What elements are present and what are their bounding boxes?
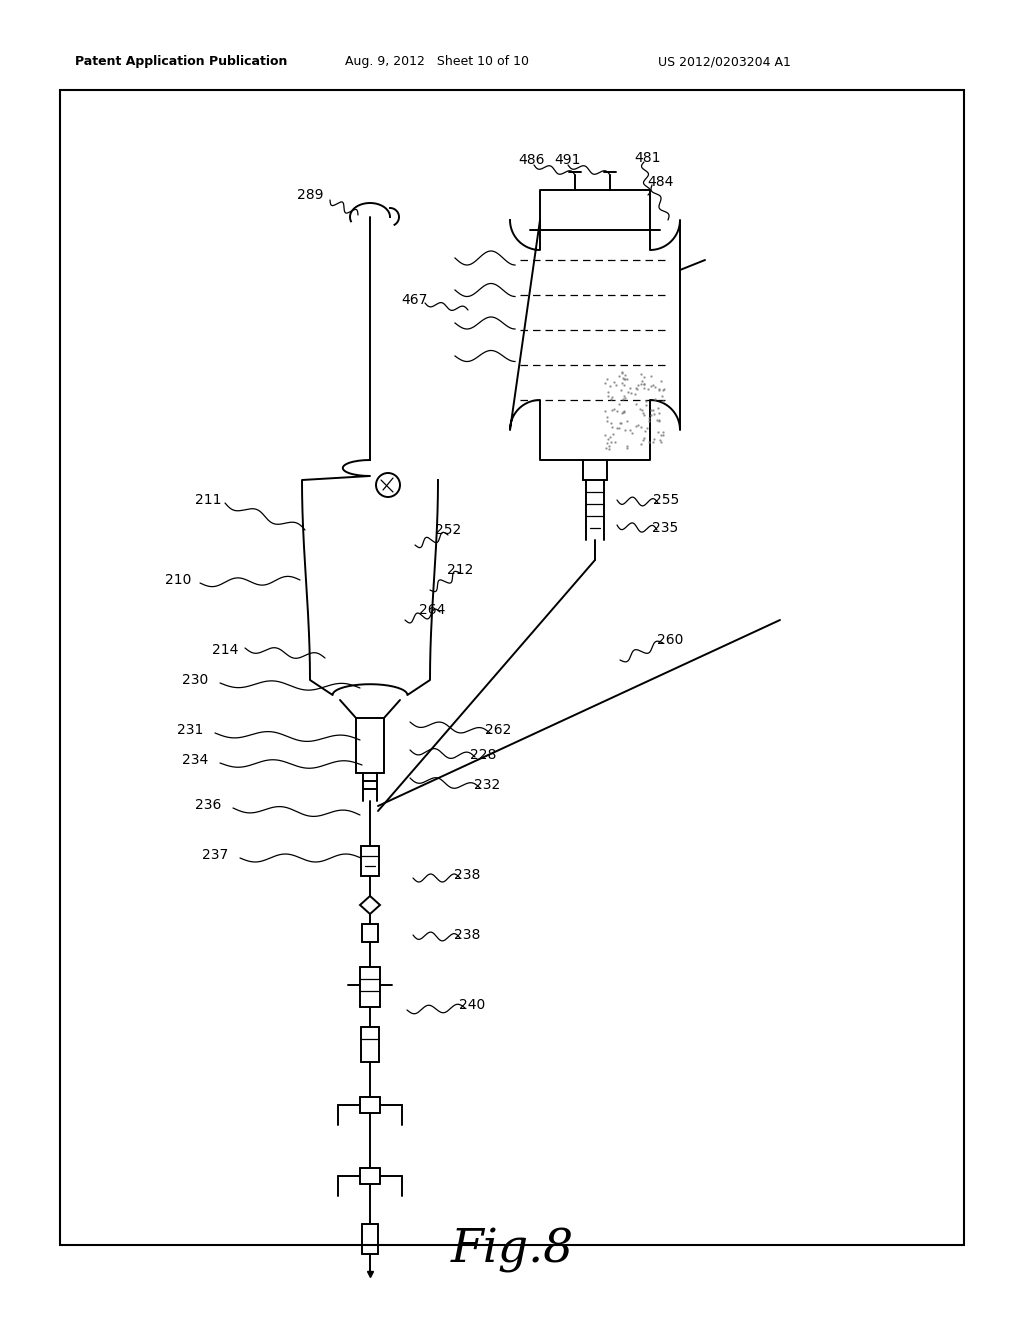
Text: 236: 236 <box>195 799 221 812</box>
Text: 238: 238 <box>454 869 480 882</box>
Text: 262: 262 <box>484 723 511 737</box>
Text: Fig.8: Fig.8 <box>451 1228 573 1272</box>
Text: 289: 289 <box>297 187 324 202</box>
Text: 231: 231 <box>177 723 203 737</box>
Text: 491: 491 <box>555 153 582 168</box>
Circle shape <box>376 473 400 498</box>
Text: 235: 235 <box>652 521 678 535</box>
Text: 240: 240 <box>459 998 485 1012</box>
Text: US 2012/0203204 A1: US 2012/0203204 A1 <box>658 55 791 69</box>
Text: 467: 467 <box>401 293 428 308</box>
Polygon shape <box>360 896 380 913</box>
Text: 260: 260 <box>656 634 683 647</box>
Text: 237: 237 <box>202 847 228 862</box>
Text: 255: 255 <box>653 492 679 507</box>
Text: 238: 238 <box>454 928 480 942</box>
Text: 212: 212 <box>446 564 473 577</box>
Text: Patent Application Publication: Patent Application Publication <box>75 55 288 69</box>
Text: 234: 234 <box>182 752 208 767</box>
Text: 484: 484 <box>647 176 673 189</box>
Bar <box>60 90 964 1245</box>
Text: 232: 232 <box>474 777 500 792</box>
Text: 252: 252 <box>435 523 461 537</box>
Text: 210: 210 <box>165 573 191 587</box>
Text: 214: 214 <box>212 643 239 657</box>
Text: Aug. 9, 2012   Sheet 10 of 10: Aug. 9, 2012 Sheet 10 of 10 <box>345 55 529 69</box>
Text: 230: 230 <box>182 673 208 686</box>
Text: 211: 211 <box>195 492 221 507</box>
Text: 486: 486 <box>519 153 545 168</box>
Text: 264: 264 <box>419 603 445 616</box>
Text: 481: 481 <box>635 150 662 165</box>
Text: 228: 228 <box>470 748 497 762</box>
